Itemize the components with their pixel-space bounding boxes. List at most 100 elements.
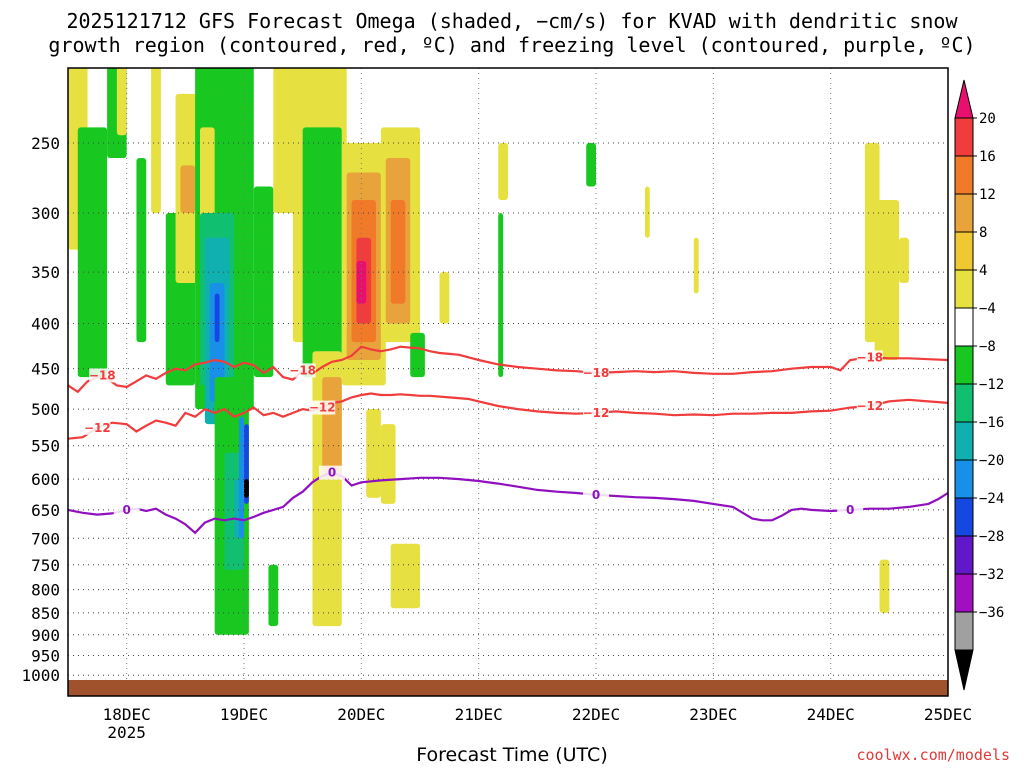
omega-region [498, 213, 504, 378]
credit-link[interactable]: coolwx.com/models [856, 746, 1010, 764]
contour-label-bg [583, 487, 609, 502]
chart-title-line-1: 2025121712 GFS Forecast Omega (shaded, −… [66, 9, 958, 33]
colorbar-label: 8 [979, 225, 987, 241]
y-tick-label: 300 [31, 204, 60, 223]
contour-label: −12 [84, 421, 111, 435]
contour-label: 0 [328, 466, 336, 480]
colorbar-cell [954, 345, 974, 385]
omega-region [874, 199, 900, 361]
contour-line [67, 471, 949, 535]
colorbar-cell [954, 117, 974, 157]
colorbar-cell [954, 193, 974, 233]
colorbar: 20 16 12 8 4 −4 −8 −12 −16 −20 −24 −28 −32 −36 [954, 79, 1004, 691]
contour-label-bg [856, 350, 883, 365]
omega-region [693, 237, 699, 294]
colorbar-bottom-arrow [954, 649, 974, 691]
colorbar-top-arrow [954, 79, 974, 119]
colorbar-cell [954, 383, 974, 423]
colorbar-label: −12 [979, 377, 1004, 393]
colorbar-label: −4 [979, 301, 996, 317]
y-tick-label: 700 [31, 529, 60, 548]
colorbar-cell [954, 307, 974, 347]
y-tick-label: 600 [31, 470, 60, 489]
omega-region [322, 377, 342, 480]
omega-region [410, 332, 425, 378]
colorbar-label: −32 [979, 567, 1004, 583]
contour-label: −18 [289, 363, 316, 377]
x-tick-label: 25DEC [924, 705, 972, 724]
plot-frame [67, 67, 949, 697]
colorbar-label: −20 [979, 453, 1004, 469]
colorbar-label: −8 [979, 339, 996, 355]
omega-region [244, 479, 249, 498]
contour-label: 0 [846, 503, 854, 517]
contour-label-bg [837, 502, 864, 517]
omega-region [366, 409, 381, 498]
omega-region [302, 127, 342, 378]
omega-region [136, 158, 147, 343]
omega-region [899, 237, 909, 283]
omega-region [644, 186, 650, 238]
contour-label-bg [84, 420, 111, 435]
colorbar-label: −24 [979, 491, 1004, 507]
y-tick-label: 850 [31, 604, 60, 623]
colorbar-label: 16 [979, 149, 996, 165]
contour-label-bg [309, 400, 336, 415]
x-tick-label: 20DEC [337, 705, 385, 724]
contour-label: 0 [122, 503, 130, 517]
omega-region [380, 424, 396, 504]
colorbar-cell [954, 573, 974, 613]
omega-region [239, 416, 244, 539]
y-tick-label: 950 [31, 647, 60, 666]
y-tick-label: 1000 [21, 666, 60, 685]
x-tick-label: 24DEC [807, 705, 855, 724]
colorbar-cell [954, 459, 974, 499]
omega-region [116, 68, 127, 136]
omega-region [356, 261, 367, 304]
y-tick-label: 500 [31, 400, 60, 419]
x-tick-label: 21DEC [455, 705, 503, 724]
colorbar-cell [954, 231, 974, 271]
omega-region [151, 68, 161, 213]
contour-label: −18 [89, 368, 116, 382]
contour-label: −12 [856, 399, 883, 413]
contour-label: −18 [856, 350, 883, 364]
contour-label: −12 [309, 401, 336, 415]
omega-shading [68, 68, 909, 635]
y-tick-label: 750 [31, 556, 60, 575]
x-tick-label: 22DEC [572, 705, 620, 724]
contour-label: 0 [592, 488, 600, 502]
colorbar-cell [954, 497, 974, 537]
y-tick-label: 800 [31, 581, 60, 600]
colorbar-cell [954, 535, 974, 575]
x-tick-label: 19DEC [220, 705, 268, 724]
x-tick-sublabel: 2025 [107, 723, 146, 742]
contour-label-bg [289, 363, 316, 378]
colorbar-cell [954, 421, 974, 461]
contour-label: −18 [583, 366, 610, 380]
omega-region [180, 165, 196, 213]
colorbar-label: −28 [979, 529, 1004, 545]
colorbar-cell [954, 611, 974, 651]
contour-label-bg [583, 365, 609, 380]
colorbar-label: −36 [979, 605, 1004, 621]
chart-title-line-2: growth region (contoured, red, ºC) and f… [48, 33, 976, 57]
contour-label-bg [583, 405, 609, 420]
y-axis-tick-labels: 250 300 350 400 450 500 550 600 650 700 750 800 850 9… [21, 134, 60, 685]
x-tick-label: 18DEC [103, 705, 151, 724]
omega-region [77, 127, 108, 378]
contour-label-bg [319, 465, 345, 480]
grid-lines [68, 68, 949, 696]
colorbar-label: 20 [979, 111, 996, 127]
y-tick-label: 650 [31, 501, 60, 520]
contour-label-bg [89, 368, 116, 383]
omega-region [390, 543, 420, 609]
y-tick-label: 450 [31, 360, 60, 379]
contour-label-bg [856, 399, 883, 414]
colorbar-label: −16 [979, 415, 1004, 431]
y-tick-label: 900 [31, 626, 60, 645]
y-tick-label: 550 [31, 437, 60, 456]
ground-surface [68, 680, 948, 696]
